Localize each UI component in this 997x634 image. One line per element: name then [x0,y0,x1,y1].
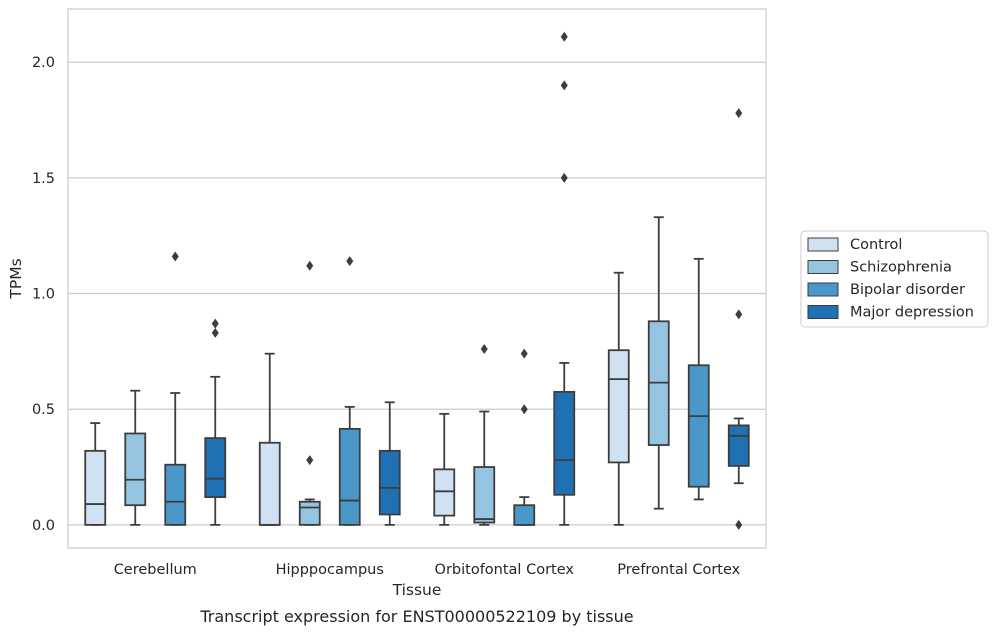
chart-caption: Transcript expression for ENST0000052210… [199,607,633,626]
x-tick-label: Prefrontal Cortex [617,562,740,578]
box-iqr [727,424,750,467]
outlier-point [735,309,743,320]
outlier-point [306,260,314,271]
outlier-point [211,327,219,338]
box-iqr [687,364,710,488]
x-tick-label: Orbitofontal Cortex [435,562,575,578]
box-iqr [433,468,456,517]
outlier-point [480,344,488,355]
legend-swatch [807,260,839,274]
legend: Control Schizophrenia Bipolar disorder Majo… [800,230,989,328]
y-tick-label: 1.0 [32,287,55,303]
box-major-depression [378,401,401,526]
y-tick-label: 0.5 [32,402,55,418]
axes: 0.0 0.5 1.0 1.5 2.0 Cerebellum Hipppocampus Orb… [32,55,741,578]
outlier-point [306,455,314,466]
box-iqr [378,449,401,516]
outlier-point [735,108,743,119]
box-major-depression [204,318,227,526]
outlier-point [346,256,354,267]
box-iqr [84,449,107,526]
outlier-point [560,172,568,183]
outlier-point [520,348,528,359]
box-iqr [553,390,576,496]
box-iqr [473,466,496,524]
box-iqr [338,427,361,526]
box-iqr [607,349,630,464]
box-bipolar-disorder [164,251,187,526]
box-iqr [513,504,536,526]
legend-label: Schizophrenia [850,260,952,276]
box-control [607,271,630,526]
legend-frame [800,230,989,328]
y-tick-label: 0.0 [32,518,55,534]
box-major-depression [727,108,750,530]
outlier-point [560,80,568,91]
grid-lines [68,61,766,526]
box-major-depression [553,31,576,526]
y-tick-label: 2.0 [32,55,55,71]
legend-swatch [807,237,839,252]
box-schizophrenia [647,216,670,510]
box-plot-series [84,31,750,530]
box-iqr [124,432,147,507]
x-tick-label: Cerebellum [114,562,197,578]
outlier-point [171,251,179,262]
outlier-point [560,31,568,42]
outlier-point [520,404,528,415]
box-iqr [164,463,187,526]
box-schizophrenia [124,389,147,526]
box-bipolar-disorder [338,256,361,526]
legend-label: Major depression [850,305,974,321]
box-bipolar-disorder [687,257,710,501]
box-iqr [298,500,321,526]
box-control [433,412,456,526]
legend-swatch [807,282,839,297]
legend-swatch [807,305,839,319]
legend-label: Control [850,237,902,253]
x-axis-label: Tissue [392,581,442,599]
box-schizophrenia [473,344,496,526]
box-iqr [258,441,281,526]
box-control [258,352,281,526]
box-schizophrenia [298,260,321,526]
box-iqr [204,437,227,499]
outlier-point [735,519,743,530]
legend-label: Bipolar disorder [850,282,965,298]
y-axis-label: TPMs [7,258,25,299]
box-control [84,422,107,526]
x-tick-label: Hipppocampus [276,562,384,578]
plot-frame [67,8,767,549]
box-bipolar-disorder [513,348,536,526]
outlier-point [211,318,219,329]
y-tick-label: 1.5 [32,171,55,187]
